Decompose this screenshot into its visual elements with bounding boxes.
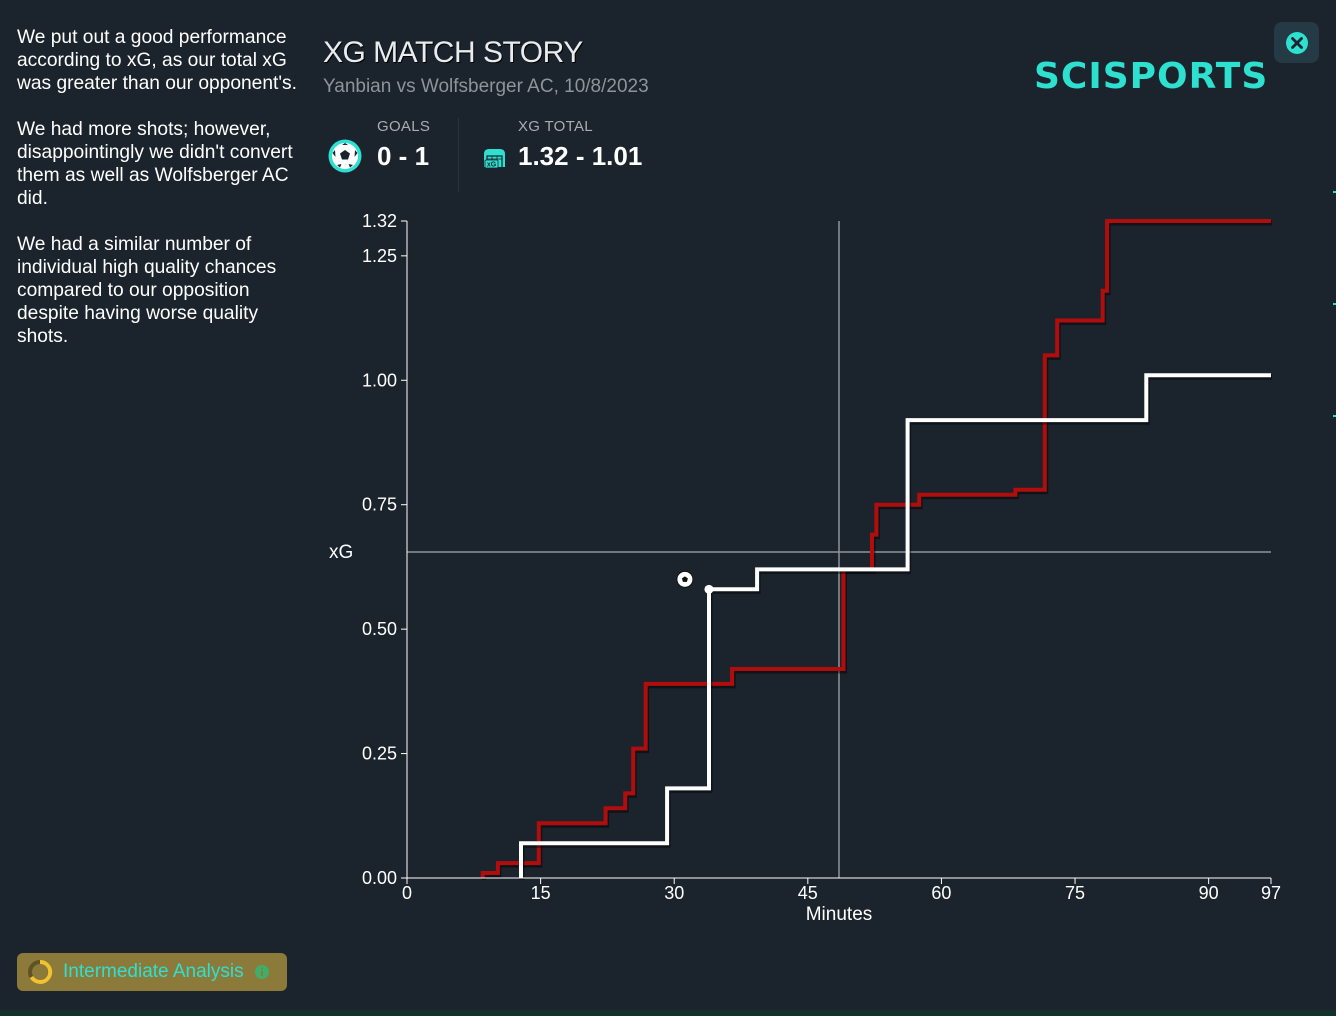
close-button[interactable]: [1274, 22, 1319, 63]
info-icon[interactable]: [254, 964, 270, 980]
goal-shot-dot: [704, 584, 714, 594]
x-tick-label: 15: [531, 883, 551, 903]
goal-marker-pattern: [681, 576, 688, 582]
scroll-marker: [1333, 191, 1336, 193]
y-tick-label: 0.50: [362, 619, 397, 639]
x-tick-label: 75: [1065, 883, 1085, 903]
scisports-logo: SCISPORTS: [1034, 56, 1269, 97]
y-tick-label: 0.00: [362, 868, 397, 888]
goals-value: 0 - 1: [377, 141, 430, 171]
series-shadow: [519, 374, 1272, 880]
x-tick-label: 0: [402, 883, 412, 903]
intermediate-analysis-badge[interactable]: Intermediate Analysis: [17, 953, 287, 991]
series-line-red: [480, 219, 1271, 878]
y-tick-label: 1.32: [362, 211, 397, 231]
xg-icon-text: xG: [487, 162, 497, 169]
close-icon: [1285, 31, 1308, 54]
analysis-level-label: Intermediate Analysis: [63, 961, 244, 982]
insight-text: We had more shots; however, disappointin…: [17, 119, 293, 209]
match-subtitle: Yanbian vs Wolfsberger AC, 10/8/2023: [323, 76, 649, 97]
series-line-white: [519, 373, 1271, 878]
xg-icon: xG: [484, 149, 505, 169]
scroll-marker: [1333, 303, 1336, 305]
scroll-marker: [1333, 415, 1336, 417]
stat-divider: [458, 118, 459, 192]
page-title: XG MATCH STORY: [323, 36, 583, 69]
x-tick-label: 45: [798, 883, 818, 903]
xg-total-value: 1.32 - 1.01: [518, 141, 643, 171]
x-tick-label: 97: [1261, 883, 1281, 903]
x-axis-label: Minutes: [806, 904, 873, 925]
goals-label: GOALS: [377, 118, 431, 135]
progress-ring-icon: [28, 959, 53, 984]
y-tick-label: 0.25: [362, 744, 397, 764]
y-axis-label: xG: [329, 542, 353, 563]
y-tick-label: 0.75: [362, 495, 397, 515]
insight-panel: We put out a good performance according …: [17, 26, 302, 371]
x-tick-label: 90: [1199, 883, 1219, 903]
x-tick-label: 60: [931, 883, 951, 903]
insight-text: We put out a good performance according …: [17, 27, 297, 94]
y-tick-label: 1.00: [362, 370, 397, 390]
y-tick-label: 1.25: [362, 246, 397, 266]
xg-total-label: XG TOTAL: [518, 118, 593, 135]
x-tick-label: 30: [664, 883, 684, 903]
football-icon: [328, 139, 362, 173]
insight-text: We had a similar number of individual hi…: [17, 234, 277, 347]
